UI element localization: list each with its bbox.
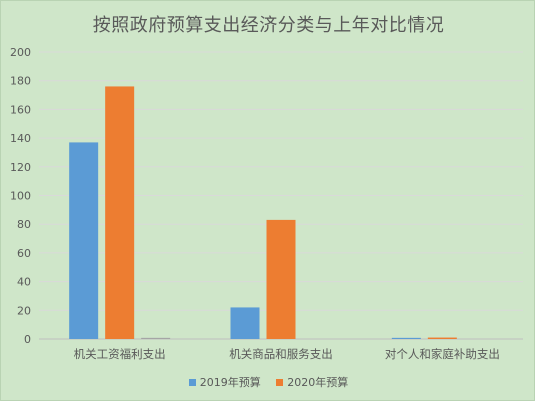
- y-tick-label: 20: [17, 304, 31, 317]
- y-tick-label: 0: [24, 333, 31, 346]
- bar: [427, 337, 457, 339]
- bar: [105, 86, 135, 339]
- bar: [391, 337, 421, 339]
- y-tick-label: 120: [10, 161, 31, 174]
- y-tick-label: 180: [10, 75, 31, 88]
- bar: [266, 219, 296, 339]
- y-tick-label: 140: [10, 132, 31, 145]
- x-tick-label: 机关商品和服务支出: [229, 347, 333, 361]
- y-tick-label: 80: [17, 218, 31, 231]
- bar: [69, 142, 99, 339]
- legend-item-2019: 2019年预算: [188, 374, 261, 390]
- y-tick-label: 60: [17, 247, 31, 260]
- legend-label-2019: 2019年预算: [199, 376, 261, 389]
- y-tick-label: 40: [17, 276, 31, 289]
- x-tick-label: 对个人和家庭补助支出: [385, 347, 500, 361]
- legend-label-2020: 2020年预算: [287, 376, 349, 389]
- x-tick-label: 机关工资福利支出: [74, 347, 166, 361]
- bar: [230, 307, 260, 339]
- legend-swatch-2020: [276, 379, 284, 386]
- legend: 2019年预算 2020年预算: [1, 374, 535, 390]
- chart-title: 按照政府预算支出经济分类与上年对比情况: [92, 15, 445, 36]
- y-tick-label: 100: [10, 190, 31, 203]
- y-tick-label: 200: [10, 46, 31, 59]
- y-tick-label: 160: [10, 103, 31, 116]
- bar: [141, 337, 171, 339]
- legend-swatch-2019: [188, 379, 196, 386]
- legend-item-2020: 2020年预算: [276, 374, 348, 390]
